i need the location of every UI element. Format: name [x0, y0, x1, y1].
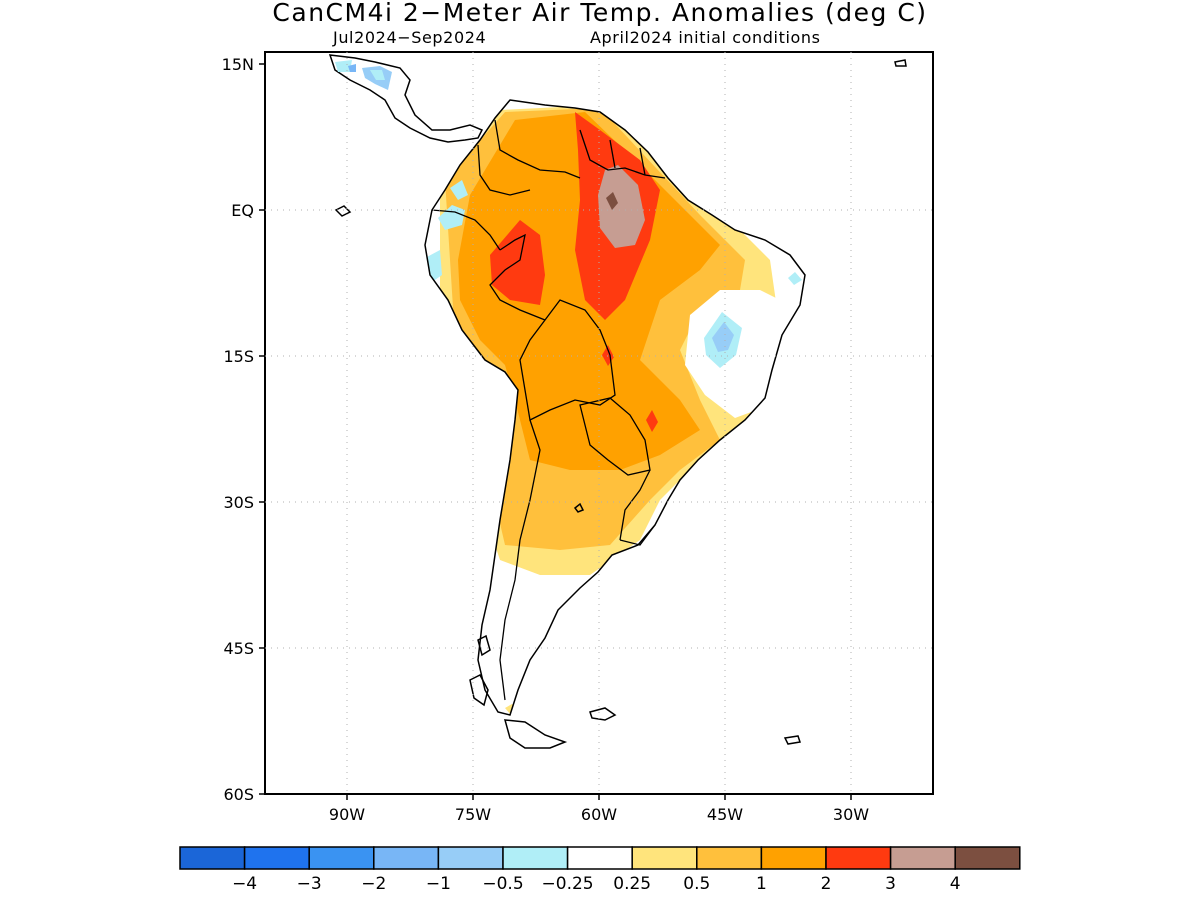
colorbar-label: −3	[297, 874, 322, 894]
lat-label-30s: 30S	[223, 493, 254, 512]
forecast-period: Jul2024−Sep2024	[333, 28, 487, 47]
initial-conditions: April2024 initial conditions	[590, 28, 821, 47]
colorbar-swatch	[373, 846, 440, 870]
colorbar-label: 2	[821, 874, 832, 894]
lon-label-90w: 90W	[329, 805, 365, 824]
lon-label-60w: 60W	[581, 805, 617, 824]
colorbar-label: −2	[361, 874, 386, 894]
colorbar-swatch	[631, 846, 698, 870]
colorbar-label: 1	[756, 874, 767, 894]
colorbar-swatch	[243, 846, 310, 870]
lat-label-15s: 15S	[223, 347, 254, 366]
colorbar-swatch	[502, 846, 569, 870]
colorbar-swatch	[696, 846, 763, 870]
lat-label-60s: 60S	[223, 785, 254, 804]
colorbar	[179, 846, 1021, 870]
colorbar-swatch	[889, 846, 956, 870]
colorbar-labels: −4 −3 −2 −1 −0.5 −0.25 0.25 0.5 1 2 3 4	[232, 874, 961, 894]
latitude-labels: 15N EQ 15S 30S 45S 60S	[222, 55, 254, 804]
colorbar-swatch	[760, 846, 827, 870]
graticule	[265, 52, 933, 794]
colorbar-swatch	[566, 846, 633, 870]
lon-label-30w: 30W	[833, 805, 869, 824]
central-america	[328, 54, 484, 143]
colorbar-swatch	[825, 846, 892, 870]
colorbar-label: −0.25	[542, 874, 594, 894]
lon-label-45w: 45W	[707, 805, 743, 824]
colorbar-label: −0.5	[482, 874, 523, 894]
axis-ticks	[259, 63, 852, 800]
colorbar-label: 0.5	[683, 874, 710, 894]
colorbar-swatch	[308, 846, 375, 870]
colorbar-label: 4	[950, 874, 961, 894]
colorbar-swatch	[179, 846, 246, 870]
colorbar-label: −1	[426, 874, 451, 894]
lat-label-eq: EQ	[231, 201, 254, 220]
country-borders	[431, 119, 666, 701]
lat-label-45s: 45S	[223, 639, 254, 658]
colorbar-label: 3	[885, 874, 896, 894]
colorbar-label: −4	[232, 874, 257, 894]
lat-label-15n: 15N	[222, 55, 254, 74]
lon-label-75w: 75W	[455, 805, 491, 824]
colorbar-swatch	[954, 846, 1021, 870]
colorbar-swatch	[437, 846, 504, 870]
map-title: CanCM4i 2−Meter Air Temp. Anomalies (deg…	[272, 0, 928, 27]
colorbar-label: 0.25	[613, 874, 651, 894]
longitude-labels: 90W 75W 60W 45W 30W	[329, 805, 869, 824]
